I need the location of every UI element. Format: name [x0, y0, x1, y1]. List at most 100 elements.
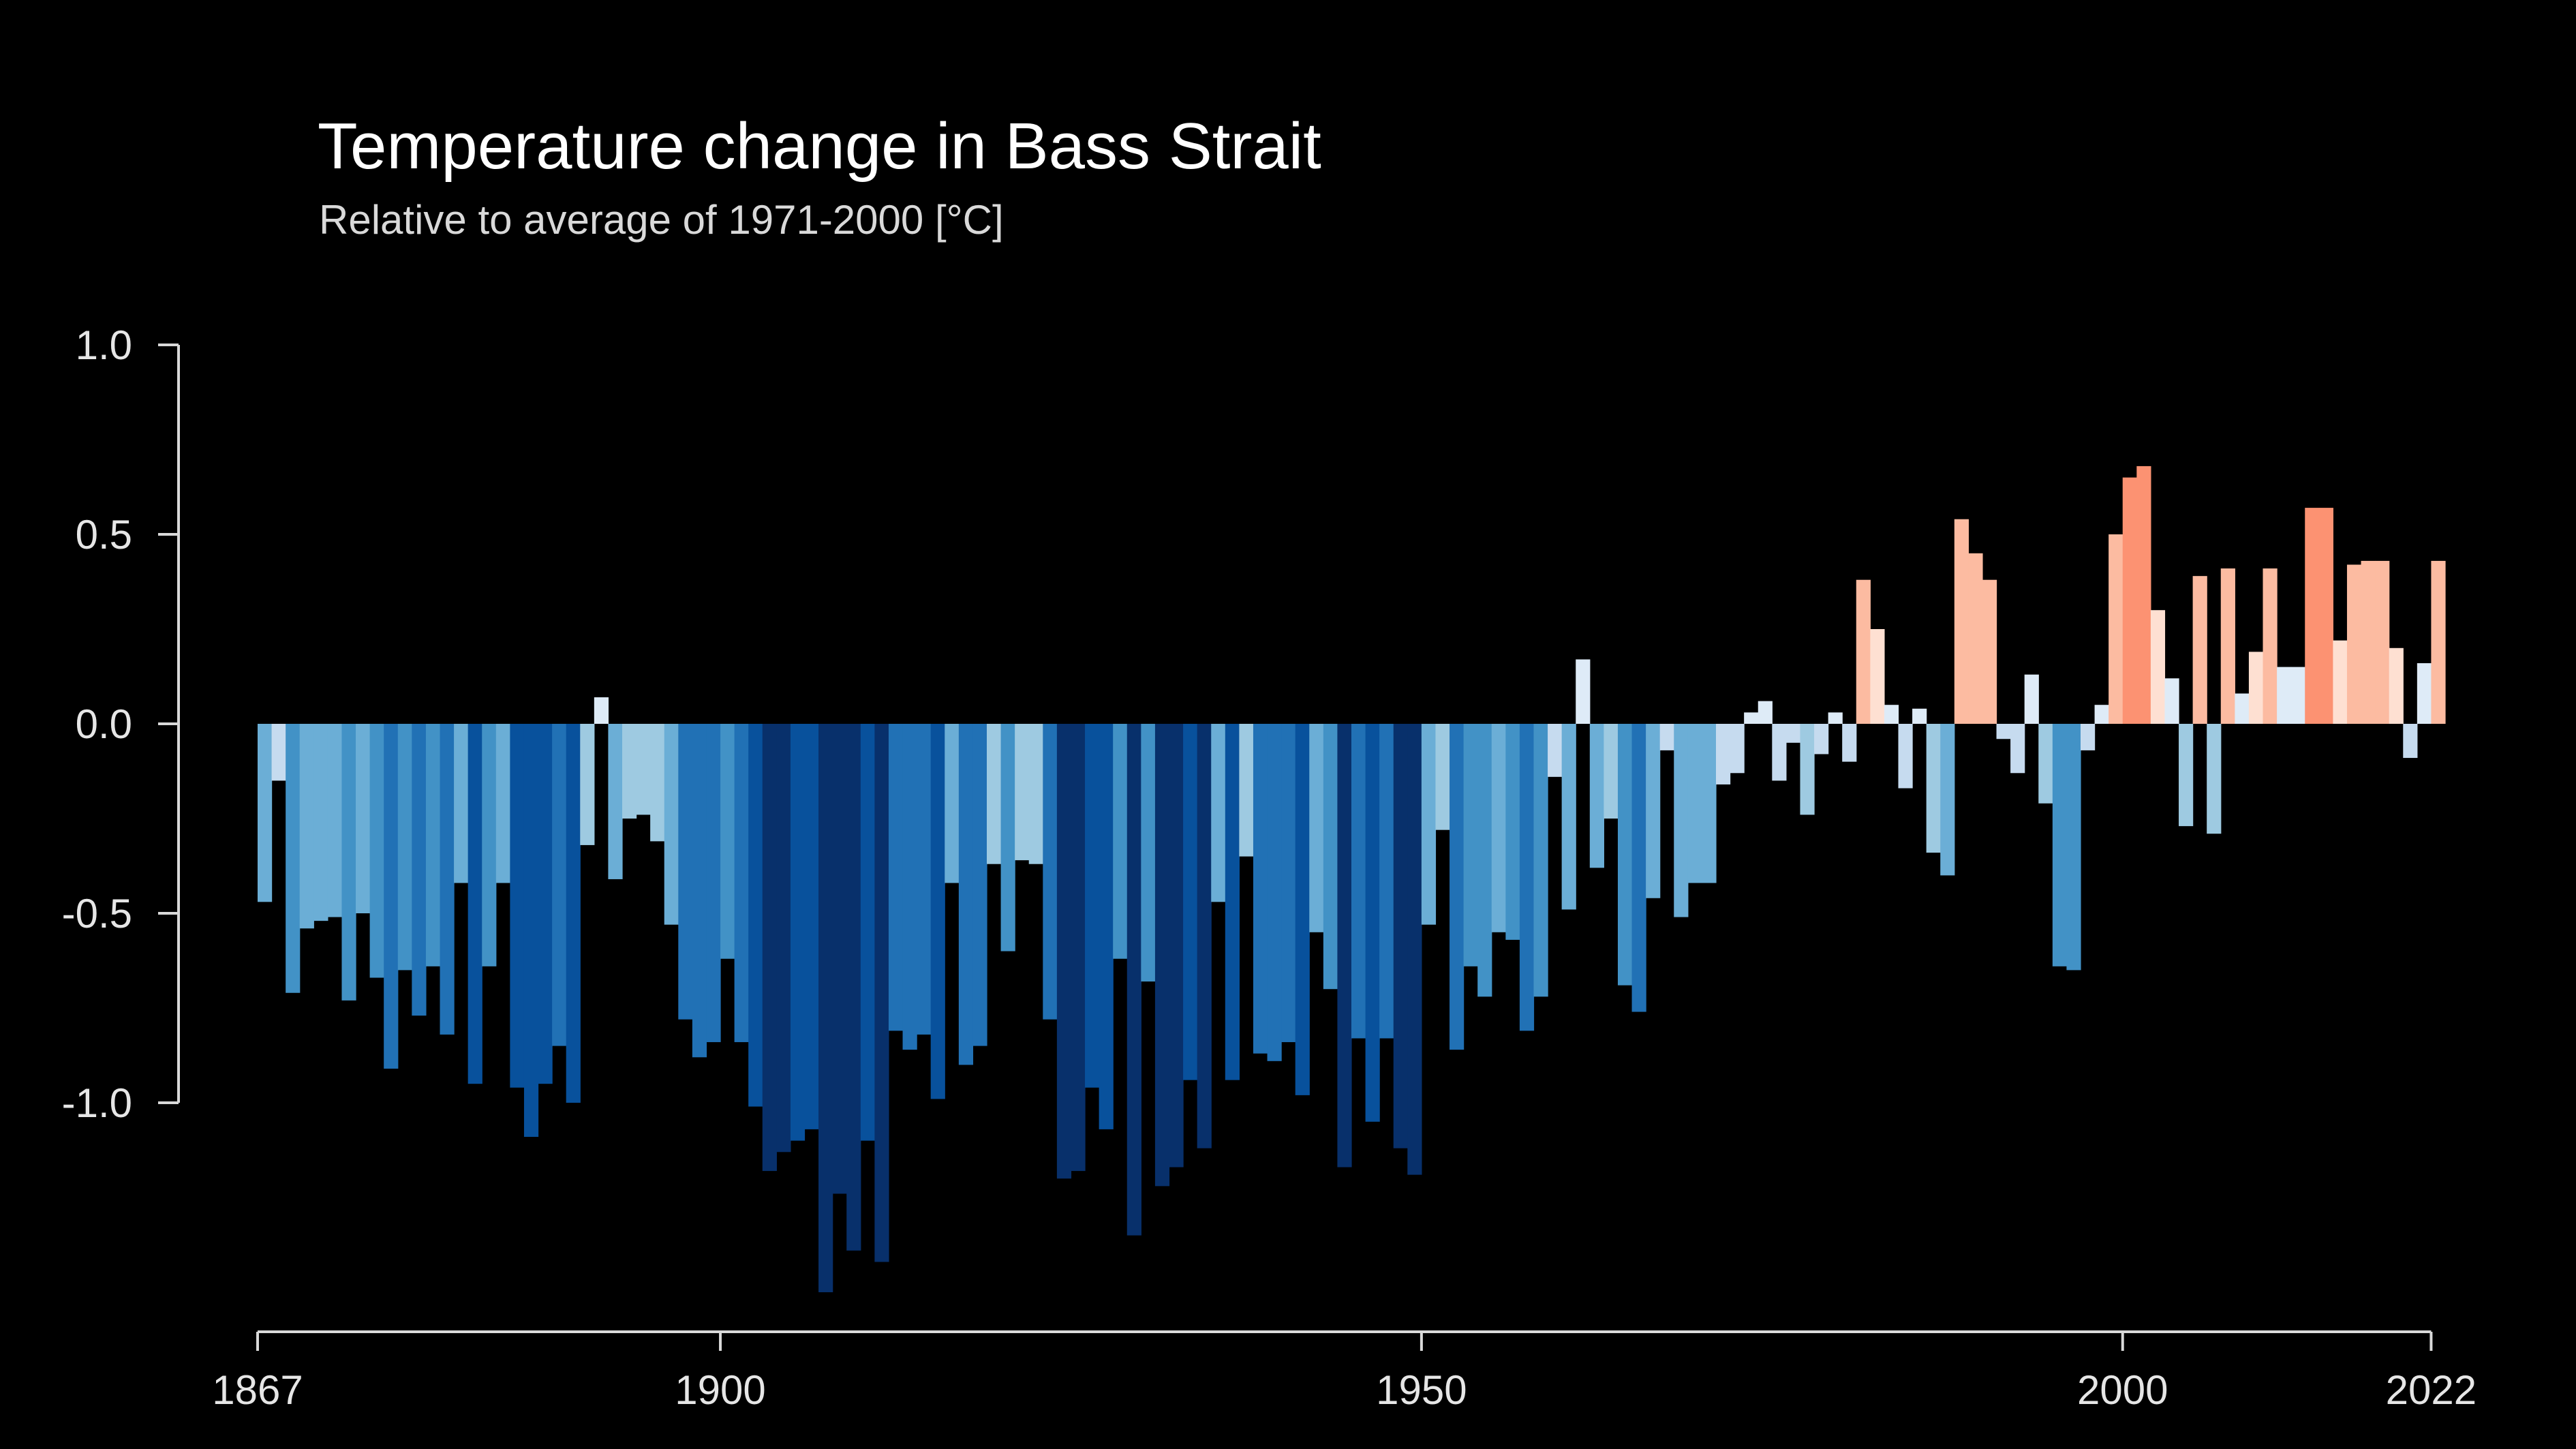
bar-1931: [1154, 724, 1170, 1187]
bar-1917: [958, 724, 974, 1065]
bar-1897: [678, 724, 693, 1020]
bar-2019: [2389, 647, 2404, 724]
y-tick-label: -0.5: [62, 891, 132, 936]
chart-subtitle: Relative to average of 1971-2000 [°C]: [319, 197, 1004, 243]
bar-1929: [1126, 724, 1141, 1236]
bar-1891: [594, 697, 609, 724]
bar-1945: [1351, 724, 1366, 1039]
x-axis: 1867 1900 1950 2000 2022: [212, 1330, 2477, 1413]
bar-2000: [2122, 477, 2137, 724]
bar-1886: [523, 724, 539, 1138]
bar-1967: [1659, 724, 1674, 750]
bar-2003: [2164, 678, 2179, 724]
bar-1966: [1646, 724, 1661, 898]
bar-2020: [2403, 724, 2418, 759]
y-tick-label: 0.0: [76, 701, 132, 747]
bar-1909: [846, 724, 861, 1251]
bar-1973: [1744, 712, 1759, 724]
bar-2001: [2136, 466, 2151, 724]
bar-2005: [2192, 576, 2207, 724]
bar-1885: [510, 724, 525, 1088]
bar-1948: [1393, 724, 1408, 1148]
bar-1962: [1589, 724, 1604, 868]
bar-1938: [1253, 724, 1268, 1054]
bar-1935: [1211, 724, 1226, 902]
bar-1913: [902, 724, 917, 1050]
bar-1979: [1828, 712, 1843, 724]
bar-1969: [1687, 724, 1703, 883]
bar-1933: [1183, 724, 1198, 1080]
bar-2012: [2290, 667, 2305, 724]
bar-1943: [1323, 724, 1338, 990]
bar-1939: [1267, 724, 1282, 1061]
bar-1912: [888, 724, 904, 1031]
bar-1963: [1604, 724, 1619, 819]
bar-1951: [1435, 724, 1450, 830]
bar-1921: [1015, 724, 1030, 861]
bar-1928: [1113, 724, 1128, 959]
bar-1954: [1477, 724, 1492, 997]
bar-1960: [1561, 724, 1576, 910]
x-tick-label: 2022: [2386, 1367, 2477, 1413]
bar-1896: [664, 724, 679, 925]
bar-2004: [2179, 724, 2194, 827]
bar-1987: [1940, 724, 1955, 876]
bar-1877: [397, 724, 412, 971]
bar-1984: [1898, 724, 1913, 789]
bar-2011: [2277, 667, 2292, 724]
bar-1974: [1758, 701, 1773, 724]
bar-1981: [1856, 579, 1871, 724]
bar-1894: [636, 724, 651, 815]
bar-1942: [1309, 724, 1324, 932]
bar-2016: [2346, 564, 2362, 724]
bar-1923: [1043, 724, 1058, 1020]
bar-1983: [1884, 705, 1899, 724]
bar-1997: [2081, 724, 2096, 750]
bar-1946: [1365, 724, 1380, 1122]
bar-2007: [2220, 568, 2235, 724]
bar-1978: [1814, 724, 1829, 754]
y-tick-label: 1.0: [76, 322, 132, 368]
bar-1976: [1785, 724, 1801, 743]
bar-1996: [2066, 724, 2081, 971]
bar-1989: [1968, 553, 1983, 724]
bar-1882: [467, 724, 482, 1084]
bar-1872: [327, 724, 343, 917]
y-axis: 1.0 0.5 0.0 -0.5 -1.0: [62, 322, 180, 1126]
bar-1918: [972, 724, 987, 1046]
bar-2002: [2150, 610, 2166, 724]
bar-1906: [804, 724, 819, 1129]
bars-group: [258, 466, 2446, 1292]
bar-1905: [790, 724, 806, 1141]
bar-2006: [2207, 724, 2222, 834]
bar-1890: [580, 724, 595, 845]
bar-1876: [384, 724, 399, 1069]
bar-2009: [2248, 652, 2264, 724]
bar-1868: [271, 724, 286, 781]
bar-1926: [1085, 724, 1100, 1088]
bar-1986: [1926, 724, 1941, 853]
bar-1904: [776, 724, 791, 1153]
bar-2014: [2318, 508, 2333, 724]
bar-1993: [2024, 674, 2039, 724]
bar-1871: [313, 724, 328, 921]
bar-1952: [1450, 724, 1465, 1050]
bar-1892: [608, 724, 623, 879]
bar-1915: [930, 724, 945, 1099]
bar-1982: [1870, 629, 1885, 724]
bar-1990: [1982, 579, 1997, 724]
bar-1889: [566, 724, 581, 1103]
bar-1956: [1505, 724, 1520, 940]
x-tick-label: 1867: [212, 1367, 303, 1413]
bar-1991: [1996, 724, 2011, 739]
bar-1964: [1617, 724, 1633, 986]
bar-2022: [2431, 560, 2446, 724]
bar-1930: [1141, 724, 1156, 982]
x-tick-label: 1950: [1376, 1367, 1467, 1413]
bar-1895: [650, 724, 665, 842]
bar-1900: [720, 724, 735, 959]
bar-1899: [706, 724, 721, 1043]
bar-1959: [1548, 724, 1563, 777]
bar-1927: [1099, 724, 1114, 1129]
bar-1985: [1912, 708, 1927, 724]
